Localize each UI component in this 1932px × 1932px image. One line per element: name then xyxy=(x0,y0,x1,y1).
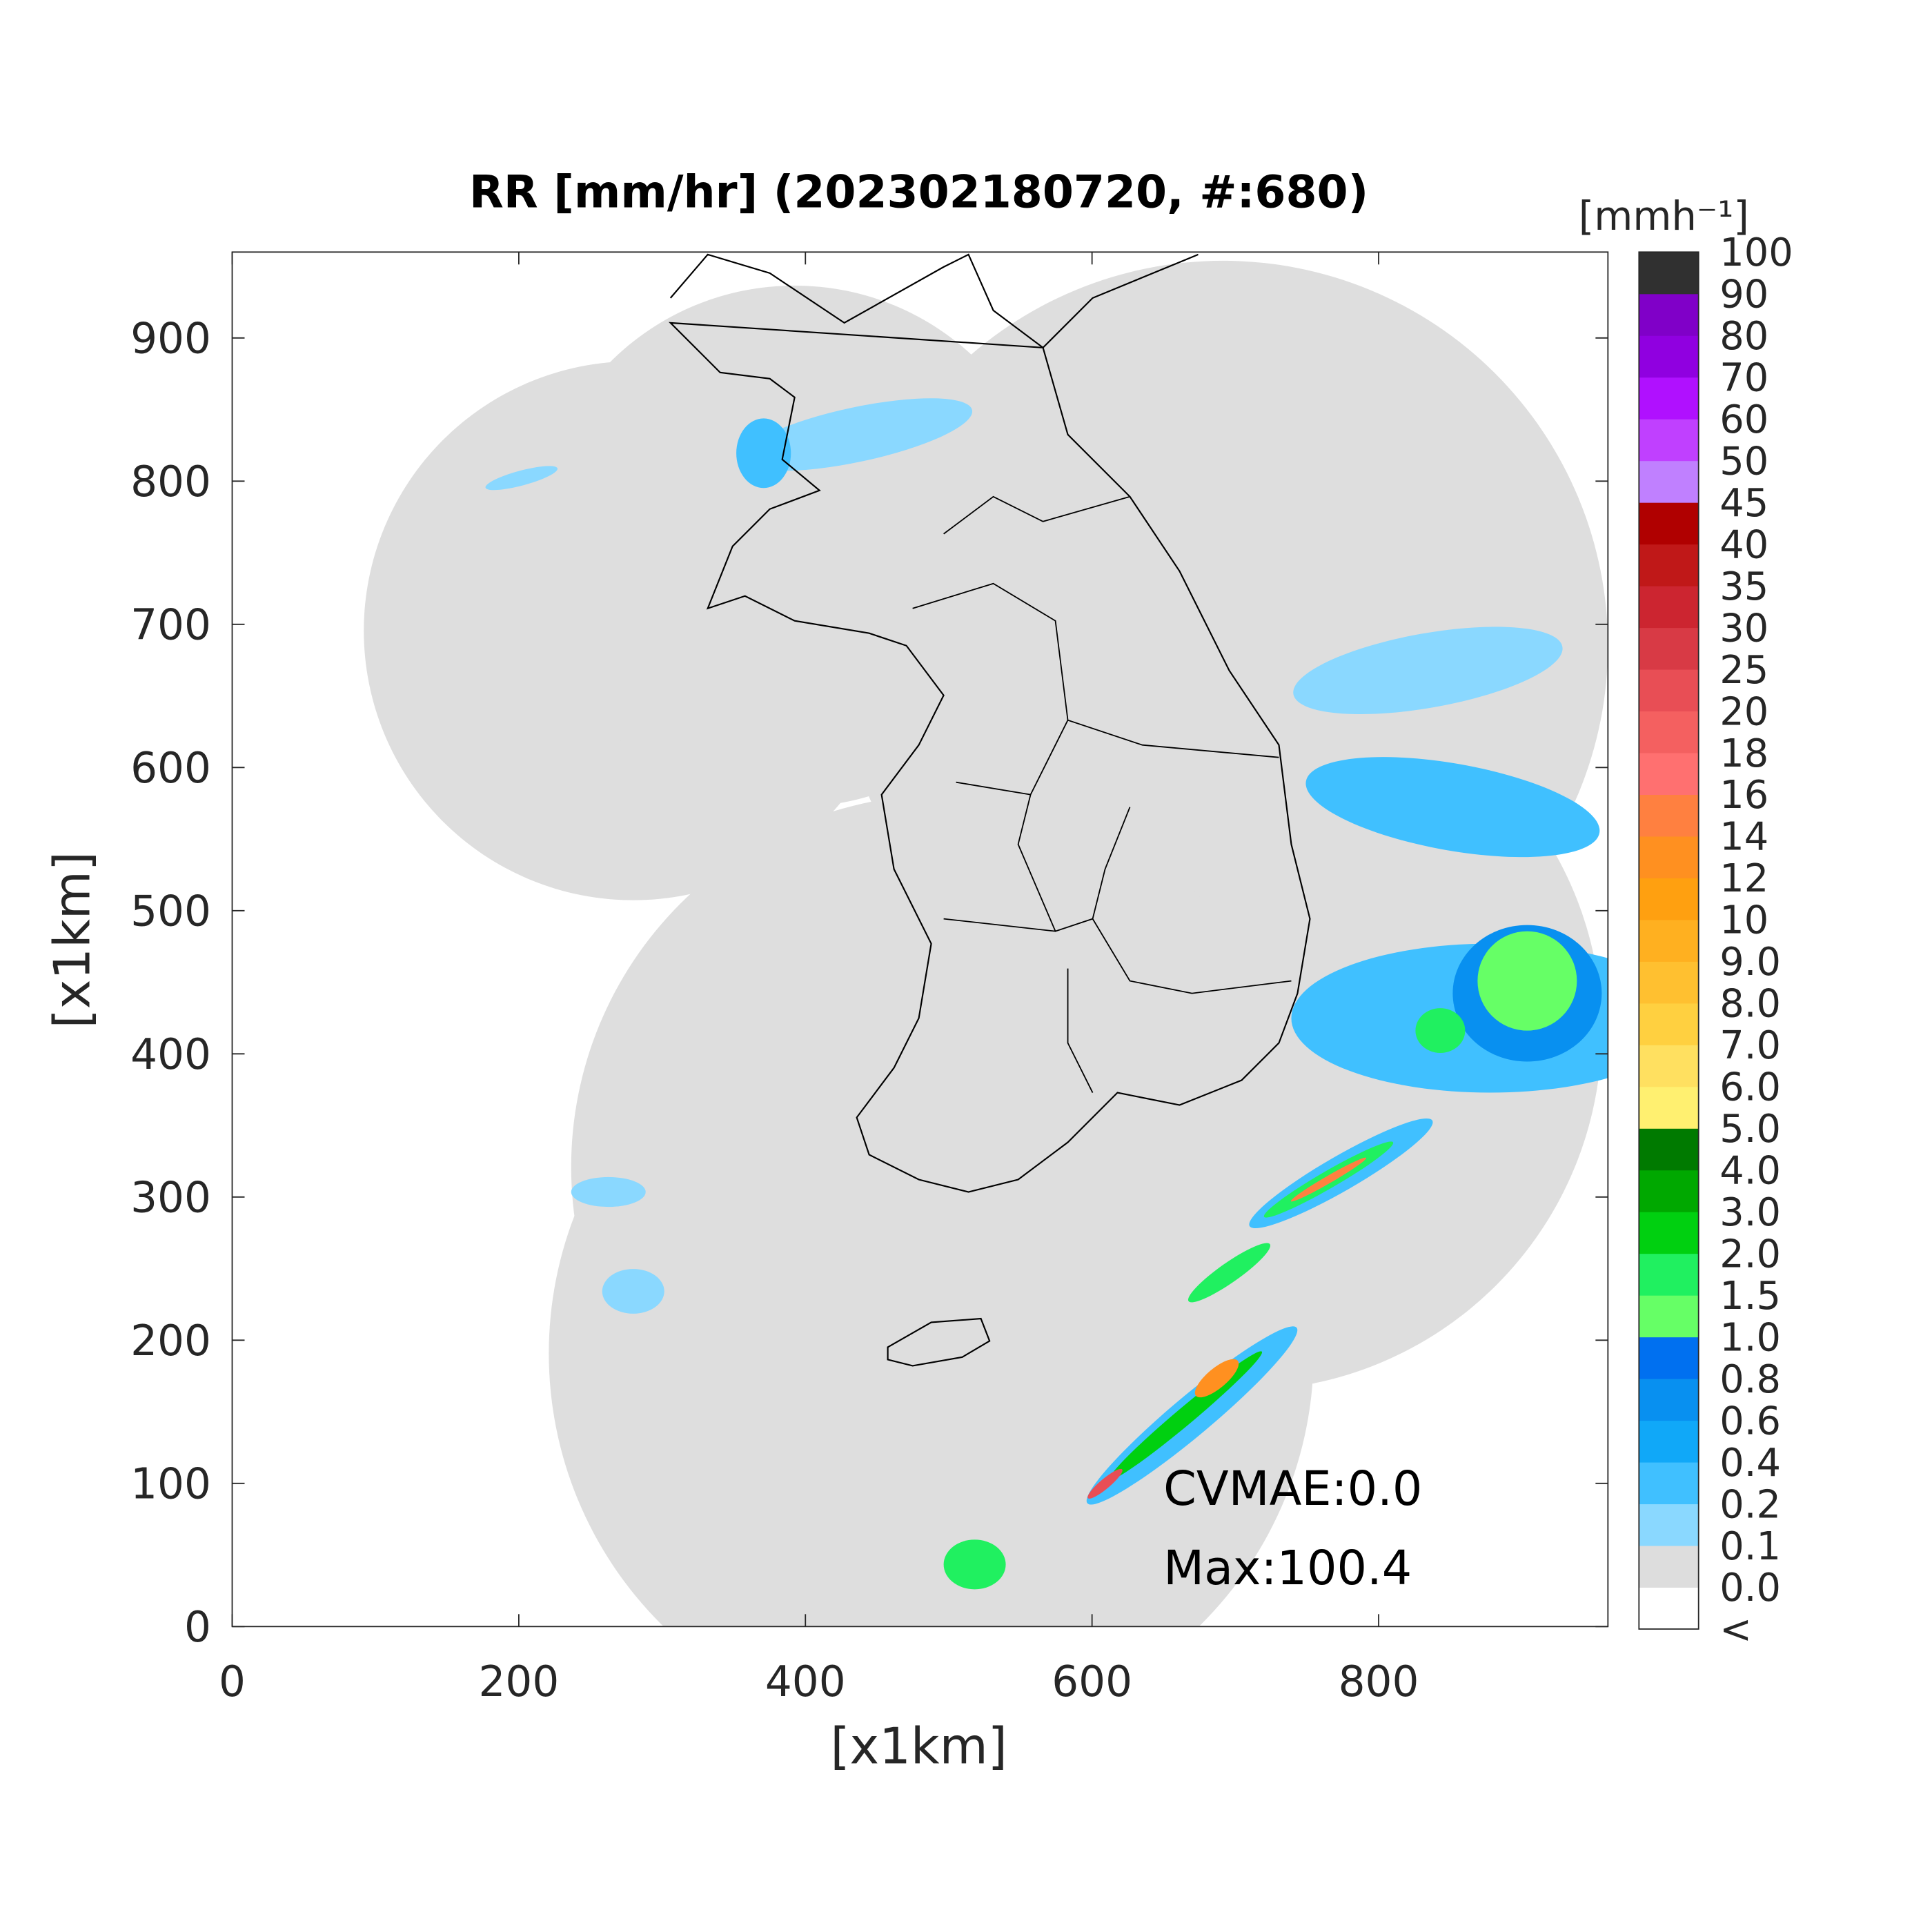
y-tick-label: 300 xyxy=(130,1173,211,1222)
radar-coverage xyxy=(364,253,1608,1627)
colorbar-tick-label: 0.1 xyxy=(1719,1524,1781,1569)
colorbar-bin xyxy=(1639,711,1699,753)
colorbar-tick-label: 45 xyxy=(1719,481,1768,526)
colorbar-bin xyxy=(1639,919,1699,962)
colorbar-tick-label: 80 xyxy=(1719,314,1768,359)
colorbar-tick-label: 35 xyxy=(1719,564,1768,609)
colorbar-bin xyxy=(1639,794,1699,837)
colorbar-bin xyxy=(1639,627,1699,670)
colorbar-tick-label: 8.0 xyxy=(1719,982,1781,1027)
colorbar-tick-label: < xyxy=(1719,1608,1752,1653)
colorbar-tick-label: 6.0 xyxy=(1719,1065,1781,1110)
colorbar-tick-label: 16 xyxy=(1719,773,1768,818)
colorbar-tick-label: 1.5 xyxy=(1719,1274,1781,1319)
colorbar-bin xyxy=(1639,419,1699,462)
colorbar-bin xyxy=(1639,586,1699,629)
colorbar-bin xyxy=(1639,669,1699,712)
colorbar-tick-label: 9.0 xyxy=(1719,940,1781,985)
colorbar-tick-label: 60 xyxy=(1719,397,1768,442)
y-tick-label: 100 xyxy=(130,1459,211,1508)
y-tick-label: 600 xyxy=(130,744,211,793)
colorbar-tick-label: 10 xyxy=(1719,898,1768,943)
colorbar-tick-label: 14 xyxy=(1719,815,1768,860)
colorbar-bin xyxy=(1639,878,1699,920)
colorbar-bin xyxy=(1639,252,1699,295)
colorbar-bin xyxy=(1639,836,1699,878)
colorbar-tick-label: 0.2 xyxy=(1719,1482,1781,1527)
colorbar-bin xyxy=(1639,752,1699,795)
x-tick-label: 800 xyxy=(1339,1657,1419,1706)
colorbar-bin xyxy=(1639,1295,1699,1338)
colorbar-bin xyxy=(1639,502,1699,545)
annotation: Max:100.4 xyxy=(1163,1541,1412,1596)
y-tick-label: 200 xyxy=(130,1317,211,1366)
colorbar-bin xyxy=(1639,1420,1699,1463)
x-tick-label: 200 xyxy=(479,1657,560,1706)
colorbar-bin xyxy=(1639,1587,1699,1630)
colorbar-bin xyxy=(1639,1128,1699,1171)
colorbar-tick-label: 1.0 xyxy=(1719,1315,1781,1360)
colorbar-bin xyxy=(1639,1253,1699,1296)
island-outline xyxy=(887,1317,991,1367)
colorbar-tick-label: 18 xyxy=(1719,731,1768,776)
colorbar-bin xyxy=(1639,377,1699,420)
colorbar-tick-label: 4.0 xyxy=(1719,1149,1781,1194)
rain-areas xyxy=(485,398,1608,1590)
colorbar-tick-label: 7.0 xyxy=(1719,1023,1781,1068)
colorbar-bin xyxy=(1639,1045,1699,1087)
colorbar-bin xyxy=(1639,961,1699,1004)
colorbar-tick-label: 70 xyxy=(1719,356,1768,401)
colorbar-tick-label: 0.6 xyxy=(1719,1399,1781,1443)
colorbar-tick-label: 40 xyxy=(1719,522,1768,567)
plot-frame xyxy=(231,251,1609,1628)
colorbar-label: [mmh⁻¹] xyxy=(1579,193,1749,239)
colorbar-tick-label: 25 xyxy=(1719,648,1768,693)
colorbar-bin xyxy=(1639,335,1699,378)
colorbar-bin xyxy=(1639,1379,1699,1421)
annotation: CVMAE:0.0 xyxy=(1163,1462,1422,1517)
colorbar-tick-label: 0.0 xyxy=(1719,1566,1781,1610)
y-tick-label: 400 xyxy=(130,1030,211,1079)
colorbar-tick-label: 20 xyxy=(1719,689,1768,734)
colorbar-bin xyxy=(1639,1337,1699,1379)
y-tick-label: 900 xyxy=(130,314,211,363)
coastline xyxy=(668,253,1311,1193)
colorbar-tick-label: 0.8 xyxy=(1719,1357,1781,1402)
y-tick-label: 500 xyxy=(130,887,211,936)
colorbar-bin xyxy=(1639,1003,1699,1045)
colorbar-tick-label: 12 xyxy=(1719,856,1768,901)
colorbar-tick-label: 50 xyxy=(1719,439,1768,484)
colorbar-bin xyxy=(1639,1086,1699,1129)
x-axis-label: [x1km] xyxy=(830,1717,1007,1775)
x-tick-label: 600 xyxy=(1052,1657,1132,1706)
y-axis-label: [x1km] xyxy=(43,851,101,1028)
y-tick-label: 700 xyxy=(130,600,211,649)
y-tick-label: 0 xyxy=(184,1603,211,1652)
x-tick-label: 0 xyxy=(219,1657,246,1706)
province-borders xyxy=(912,495,1292,1093)
chart-title: RR [mm/hr] (202302180720, #:680) xyxy=(469,167,1368,219)
colorbar-tick-label: 3.0 xyxy=(1719,1190,1781,1235)
x-tick-label: 400 xyxy=(765,1657,846,1706)
colorbar-bin xyxy=(1639,544,1699,586)
colorbar-tick-label: 0.4 xyxy=(1719,1441,1781,1486)
colorbar-bin xyxy=(1639,293,1699,336)
colorbar-tick-label: 100 xyxy=(1719,230,1793,275)
colorbar-frame xyxy=(1638,251,1699,1630)
colorbar-tick-label: 90 xyxy=(1719,273,1768,317)
colorbar-bin xyxy=(1639,1462,1699,1505)
colorbar-bin xyxy=(1639,1504,1699,1546)
colorbar-bin xyxy=(1639,1545,1699,1588)
colorbar-bin xyxy=(1639,1212,1699,1254)
colorbar-tick-label: 30 xyxy=(1719,606,1768,651)
colorbar-bin xyxy=(1639,1170,1699,1212)
colorbar-bin xyxy=(1639,460,1699,503)
colorbar-tick-label: 2.0 xyxy=(1719,1232,1781,1276)
y-tick-label: 800 xyxy=(130,457,211,506)
colorbar-tick-label: 5.0 xyxy=(1719,1107,1781,1152)
